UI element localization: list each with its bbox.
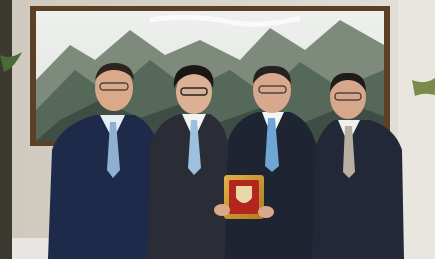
page: Photo {} html, body { margin: 0; padding… (0, 0, 435, 259)
page-body: (() => { const data = JSON.parse(documen… (0, 0, 435, 259)
right-wall (398, 0, 435, 259)
photo (0, 0, 435, 259)
left-edge (0, 0, 12, 259)
hand (258, 206, 274, 218)
suit (48, 115, 160, 259)
hand (214, 204, 230, 216)
plaque-crest (236, 186, 252, 203)
suit (148, 114, 228, 259)
suit (312, 120, 404, 259)
